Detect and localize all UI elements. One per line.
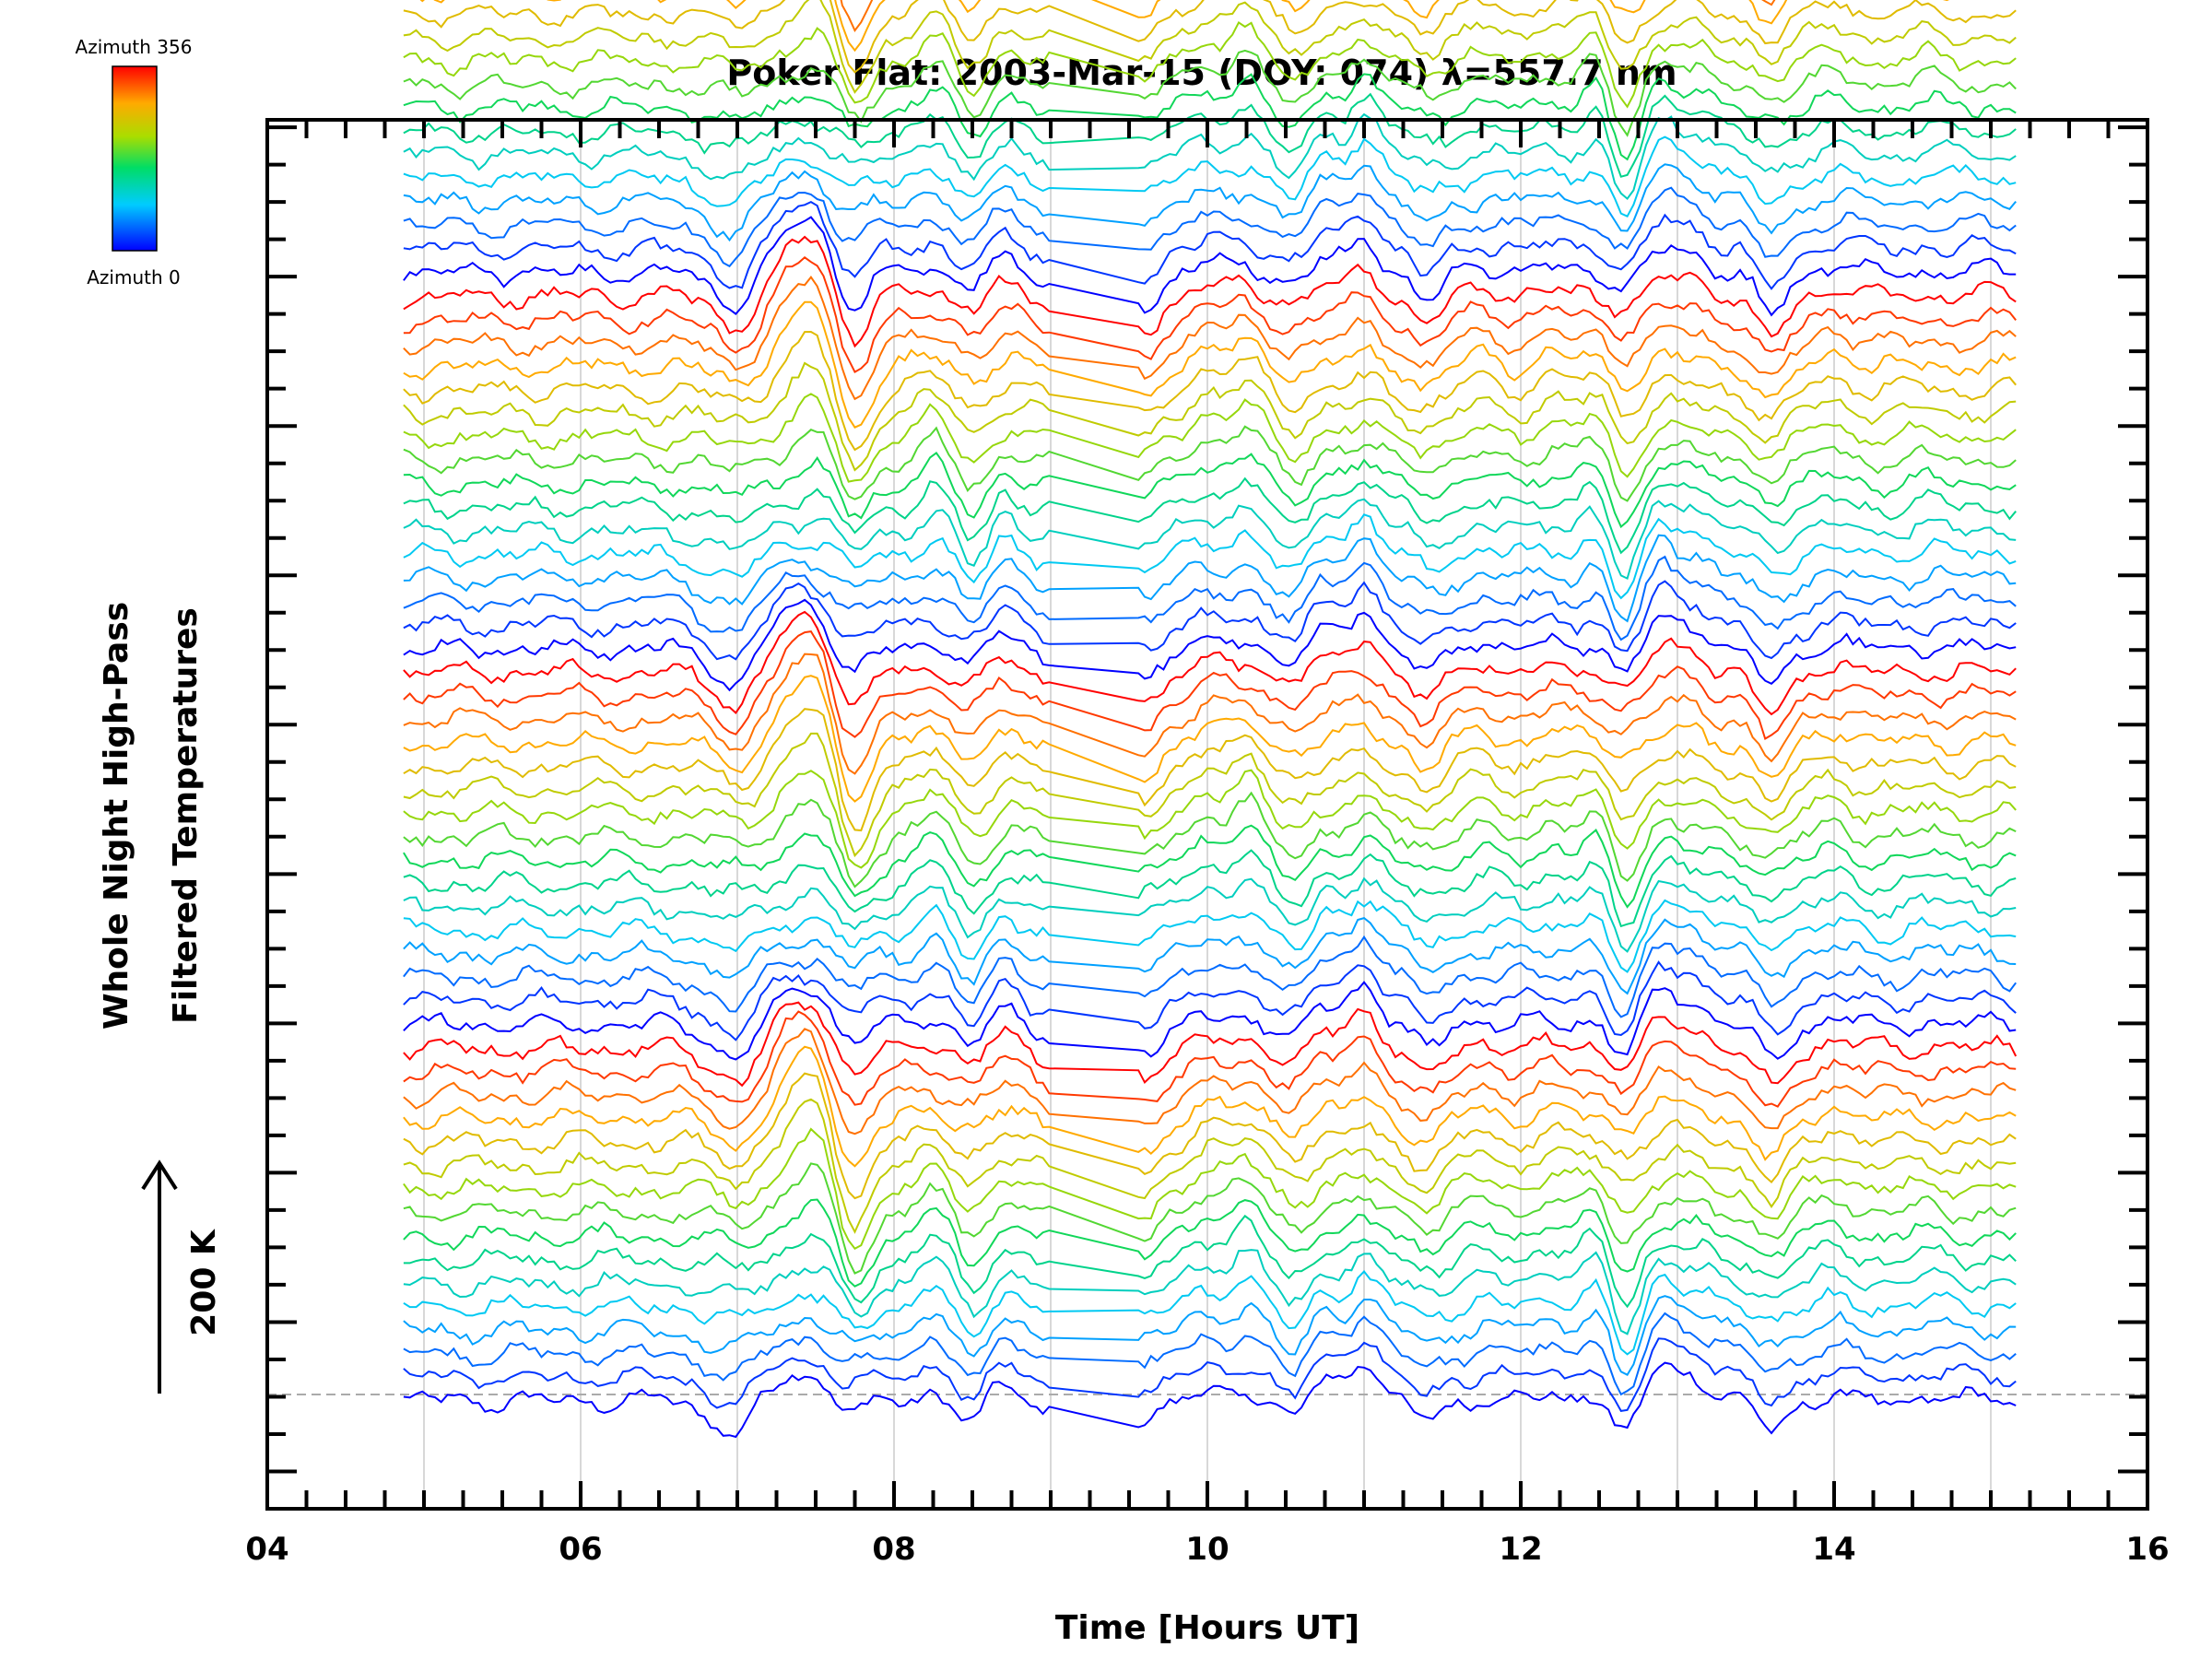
azimuth-trace xyxy=(403,0,2017,94)
azimuth-trace xyxy=(403,361,2017,472)
scale-label: 200 K xyxy=(185,1229,223,1336)
azimuth-trace xyxy=(403,1295,2017,1377)
azimuth-trace xyxy=(403,135,2017,218)
x-tick-labels: 04 06 08 10 12 14 16 xyxy=(245,1531,2169,1568)
azimuth-trace xyxy=(403,216,2017,317)
azimuth-trace xyxy=(403,732,2017,858)
azimuth-trace xyxy=(403,1072,2017,1200)
azimuth-trace xyxy=(403,73,2017,161)
azimuth-trace xyxy=(403,916,2017,995)
x-axis-label: Time [Hours UT] xyxy=(1055,1609,1359,1647)
azimuth-trace xyxy=(403,824,2017,909)
azimuth-trace xyxy=(403,1269,2017,1356)
azimuth-trace xyxy=(403,877,2017,953)
azimuth-trace xyxy=(403,1028,2017,1135)
azimuth-trace xyxy=(403,1337,2017,1412)
azimuth-trace xyxy=(403,598,2017,692)
x-tick-label: 04 xyxy=(245,1531,288,1568)
azimuth-trace xyxy=(403,555,2017,641)
azimuth-trace xyxy=(403,935,2017,1018)
x-tick-label: 06 xyxy=(559,1531,602,1568)
y-axis-label: Whole Night High-Pass Filtered Temperatu… xyxy=(98,602,205,1030)
azimuth-trace xyxy=(403,769,2017,869)
y-axis-label-line1: Whole Night High-Pass xyxy=(98,602,135,1030)
scale-arrow-head xyxy=(141,1159,178,1191)
azimuth-trace xyxy=(403,20,2017,109)
azimuth-trace xyxy=(403,580,2017,661)
azimuth-trace xyxy=(403,477,2017,555)
azimuth-trace xyxy=(403,1010,2017,1108)
azimuth-trace xyxy=(403,630,2017,740)
azimuth-trace xyxy=(403,163,2017,242)
azimuth-trace xyxy=(403,256,2017,373)
azimuth-trace xyxy=(403,1045,2017,1168)
azimuth-trace xyxy=(403,534,2017,623)
azimuth-trace xyxy=(403,393,2017,483)
azimuth-trace xyxy=(403,653,2017,775)
azimuth-trace xyxy=(403,849,2017,928)
chart-title: Poker Flat: 2003-Mar-15 (DOY: 074) λ=557… xyxy=(726,53,1677,93)
azimuth-trace xyxy=(403,675,2017,803)
colorbar-max-label: Azimuth 356 xyxy=(76,36,193,58)
azimuth-trace xyxy=(403,425,2017,502)
azimuth-trace xyxy=(403,1214,2017,1309)
azimuth-trace xyxy=(403,1127,2017,1250)
azimuth-trace xyxy=(403,276,2017,401)
azimuth-trace xyxy=(403,112,2017,201)
azimuth-trace xyxy=(403,0,2017,74)
x-tick-label: 14 xyxy=(1812,1531,1855,1568)
colorbar-gradient xyxy=(112,65,158,252)
azimuth-trace xyxy=(419,0,1950,53)
azimuth-trace xyxy=(403,300,2017,429)
azimuth-trace xyxy=(403,899,2017,973)
axis-ticks xyxy=(265,120,2149,1511)
x-tick-label: 08 xyxy=(872,1531,915,1568)
azimuth-trace xyxy=(840,0,1776,33)
azimuth-trace xyxy=(403,791,2017,888)
plot-traces xyxy=(403,0,2018,1439)
azimuth-trace xyxy=(403,498,2017,581)
azimuth-trace xyxy=(403,513,2017,600)
azimuth-trace xyxy=(403,1312,2017,1396)
colorbar: Azimuth 356 Azimuth 0 xyxy=(76,36,193,288)
azimuth-trace xyxy=(403,451,2017,529)
azimuth-trace xyxy=(403,708,2017,832)
azimuth-trace xyxy=(403,1198,2017,1288)
azimuth-trace xyxy=(403,981,2017,1061)
scale-indicator: 200 K xyxy=(141,1159,223,1394)
azimuth-trace xyxy=(403,960,2017,1041)
azimuth-trace xyxy=(403,235,2017,348)
azimuth-trace xyxy=(403,610,2017,716)
x-tick-label: 10 xyxy=(1185,1531,1229,1568)
azimuth-trace xyxy=(403,1249,2017,1335)
azimuth-trace xyxy=(403,330,2017,452)
x-tick-label: 12 xyxy=(1499,1531,1542,1568)
colorbar-min-label: Azimuth 0 xyxy=(87,266,181,288)
azimuth-trace xyxy=(403,1001,2018,1088)
y-axis-label-line2: Filtered Temperatures xyxy=(167,607,205,1024)
azimuth-trace xyxy=(403,1162,2017,1275)
azimuth-trace xyxy=(403,49,2017,137)
x-tick-label: 16 xyxy=(2125,1531,2169,1568)
azimuth-trace xyxy=(403,186,2017,268)
azimuth-trace xyxy=(403,200,2017,290)
azimuth-trace xyxy=(403,1098,2017,1234)
azimuth-trace xyxy=(403,1361,2017,1439)
